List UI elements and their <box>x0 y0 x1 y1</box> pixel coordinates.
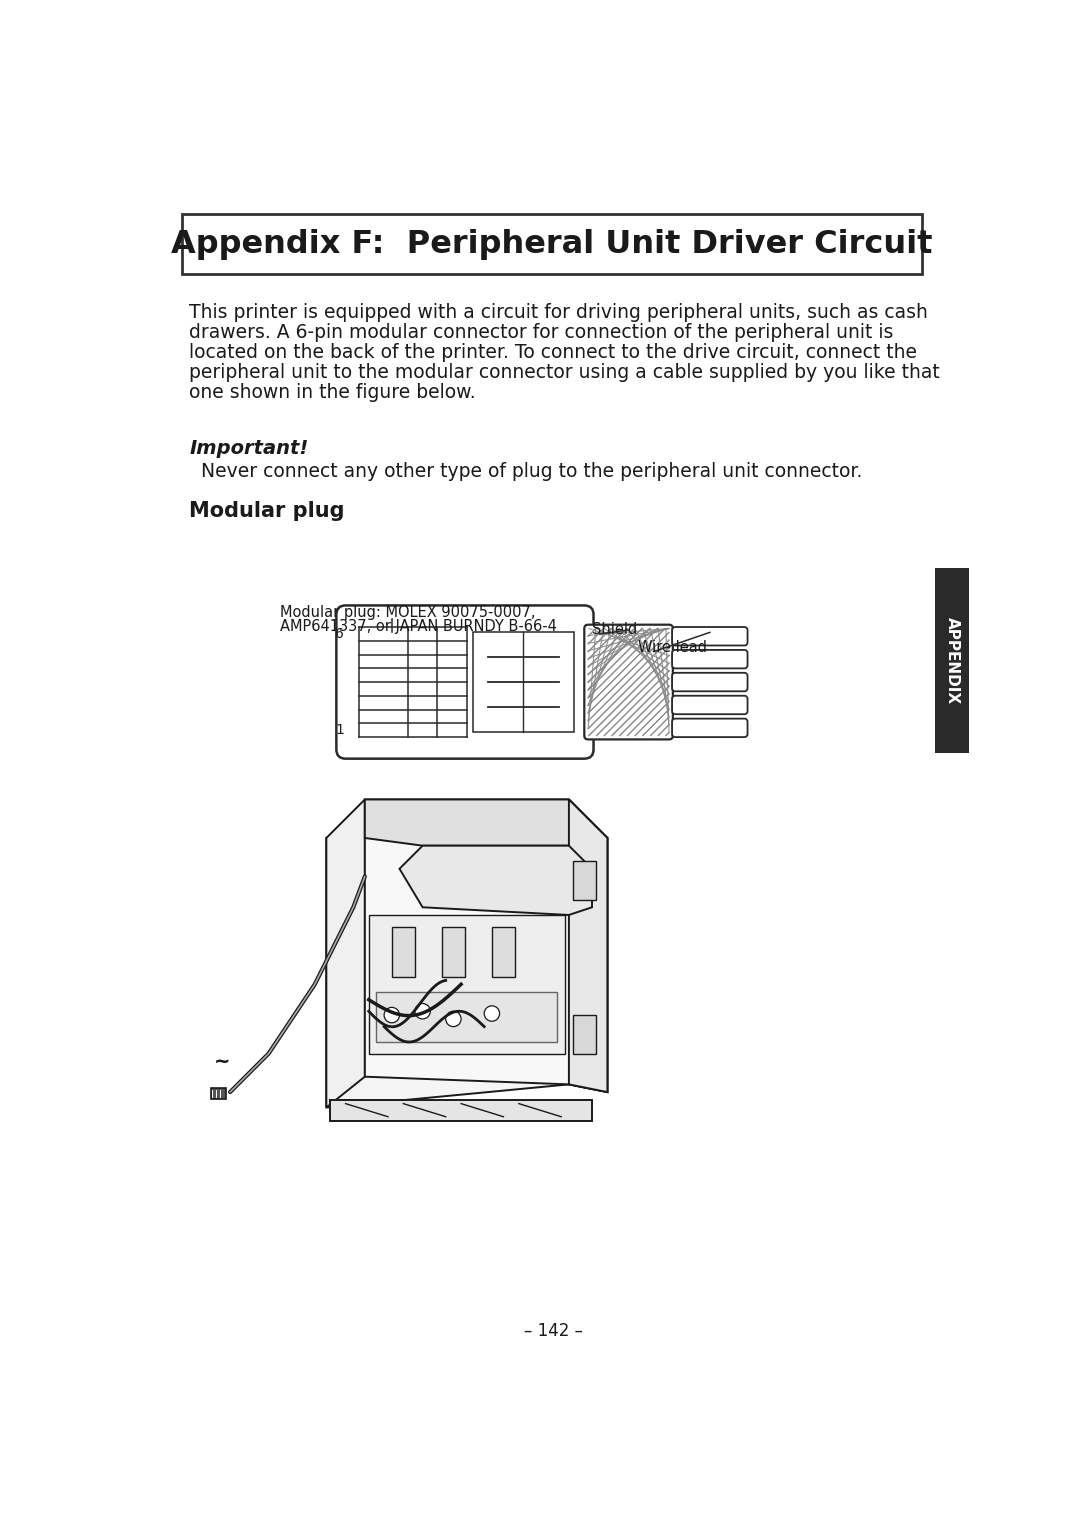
Bar <box>572 1015 596 1053</box>
Bar <box>183 214 921 274</box>
Polygon shape <box>569 800 607 1092</box>
Bar <box>368 914 565 1053</box>
FancyBboxPatch shape <box>672 673 747 691</box>
Circle shape <box>415 1003 430 1018</box>
FancyBboxPatch shape <box>672 719 747 737</box>
Text: peripheral unit to the modular connector using a cable supplied by you like that: peripheral unit to the modular connector… <box>189 362 940 382</box>
Bar <box>491 927 515 977</box>
Bar <box>377 992 557 1043</box>
Bar <box>934 569 969 754</box>
Text: – 142 –: – 142 – <box>524 1321 583 1339</box>
FancyBboxPatch shape <box>672 627 747 645</box>
Text: Important!: Important! <box>189 439 309 459</box>
Text: 6: 6 <box>335 627 345 641</box>
Bar <box>572 861 596 899</box>
Text: drawers. A 6-pin modular connector for connection of the peripheral unit is: drawers. A 6-pin modular connector for c… <box>189 323 893 342</box>
Bar <box>392 927 415 977</box>
Text: located on the back of the printer. To connect to the drive circuit, connect the: located on the back of the printer. To c… <box>189 342 917 362</box>
Circle shape <box>384 1008 400 1023</box>
Text: 1: 1 <box>335 723 345 737</box>
Polygon shape <box>326 838 607 1107</box>
Bar <box>211 1089 226 1099</box>
Bar <box>473 631 573 732</box>
Text: APPENDIX: APPENDIX <box>945 618 959 705</box>
Circle shape <box>484 1006 500 1021</box>
Text: Appendix F:  Peripheral Unit Driver Circuit: Appendix F: Peripheral Unit Driver Circu… <box>172 229 933 260</box>
Text: This printer is equipped with a circuit for driving peripheral units, such as ca: This printer is equipped with a circuit … <box>189 303 928 321</box>
Bar <box>442 927 465 977</box>
FancyBboxPatch shape <box>336 605 594 758</box>
Text: Modular plug: MOLEX 90075-0007,: Modular plug: MOLEX 90075-0007, <box>280 605 536 621</box>
Text: ~: ~ <box>214 1052 231 1070</box>
FancyBboxPatch shape <box>584 625 673 740</box>
Polygon shape <box>400 846 592 914</box>
Text: Never connect any other type of plug to the peripheral unit connector.: Never connect any other type of plug to … <box>189 462 863 482</box>
Polygon shape <box>326 800 365 1107</box>
Text: Wire lead: Wire lead <box>638 641 707 654</box>
Text: AMP641337, or JAPAN BURNDY B-66-4: AMP641337, or JAPAN BURNDY B-66-4 <box>280 619 557 635</box>
FancyBboxPatch shape <box>672 696 747 714</box>
Text: Modular plug: Modular plug <box>189 500 345 521</box>
Circle shape <box>446 1011 461 1026</box>
Bar <box>330 1099 592 1121</box>
Text: one shown in the figure below.: one shown in the figure below. <box>189 382 476 402</box>
FancyBboxPatch shape <box>672 650 747 668</box>
Polygon shape <box>365 800 607 846</box>
Text: Shield: Shield <box>592 622 637 638</box>
Polygon shape <box>365 800 607 1092</box>
